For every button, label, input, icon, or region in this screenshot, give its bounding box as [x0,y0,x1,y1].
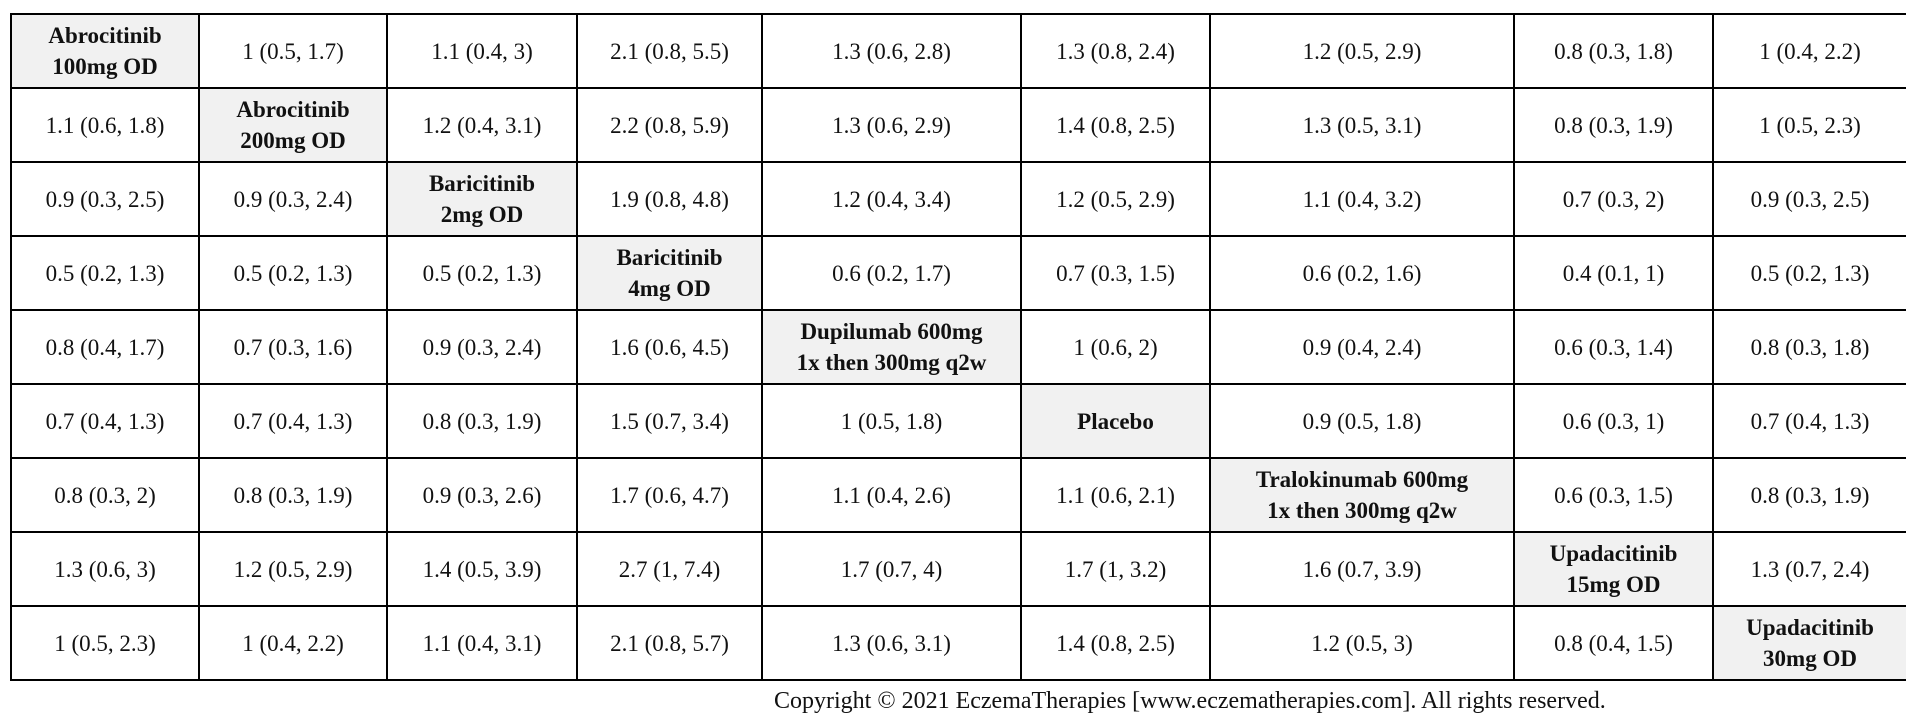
treatment-label-cell: Tralokinumab 600mg 1x then 300mg q2w [1209,457,1515,533]
comparison-cell: 1.1 (0.4, 2.6) [761,457,1022,533]
comparison-cell: 2.2 (0.8, 5.9) [576,87,763,163]
comparison-cell: 1.4 (0.8, 2.5) [1020,605,1211,681]
table-row: 0.8 (0.3, 2) 0.8 (0.3, 1.9) 0.9 (0.3, 2.6)… [10,457,1906,533]
treatment-label-cell: Baricitinib 2mg OD [386,161,578,237]
comparison-cell: 0.7 (0.4, 1.3) [10,383,200,459]
comparison-cell: 1.3 (0.5, 3.1) [1209,87,1515,163]
comparison-cell: 1.3 (0.6, 2.9) [761,87,1022,163]
comparison-cell: 0.8 (0.4, 1.7) [10,309,200,385]
comparison-cell: 2.1 (0.8, 5.7) [576,605,763,681]
comparison-cell: 0.7 (0.3, 1.6) [198,309,388,385]
comparison-cell: 1.5 (0.7, 3.4) [576,383,763,459]
comparison-cell: 1.2 (0.4, 3.4) [761,161,1022,237]
treatment-label-cell: Upadacitinib 15mg OD [1513,531,1714,607]
table-row: 0.7 (0.4, 1.3) 0.7 (0.4, 1.3) 0.8 (0.3, 1.… [10,383,1906,459]
comparison-cell: 1.3 (0.6, 3.1) [761,605,1022,681]
comparison-cell: 1.1 (0.4, 3.2) [1209,161,1515,237]
comparison-cell: 0.7 (0.3, 2) [1513,161,1714,237]
comparison-cell: 1.7 (0.7, 4) [761,531,1022,607]
comparison-cell: 1.7 (1, 3.2) [1020,531,1211,607]
comparison-cell: 2.7 (1, 7.4) [576,531,763,607]
treatment-label-cell: Placebo [1020,383,1211,459]
comparison-cell: 1.2 (0.5, 2.9) [1209,13,1515,89]
comparison-cell: 1.2 (0.5, 2.9) [1020,161,1211,237]
comparison-cell: 0.5 (0.2, 1.3) [386,235,578,311]
comparison-cell: 1.2 (0.5, 2.9) [198,531,388,607]
table-row: 1 (0.5, 2.3) 1 (0.4, 2.2) 1.1 (0.4, 3.1) 2.… [10,605,1906,681]
comparison-cell: 0.9 (0.4, 2.4) [1209,309,1515,385]
table-row: Abrocitinib 100mg OD 1 (0.5, 1.7) 1.1 (0.4… [10,13,1906,89]
comparison-cell: 1.1 (0.4, 3) [386,13,578,89]
comparison-cell: 1 (0.4, 2.2) [198,605,388,681]
table-body: Abrocitinib 100mg OD 1 (0.5, 1.7) 1.1 (0.4… [10,13,1906,681]
comparison-cell: 0.9 (0.3, 2.6) [386,457,578,533]
comparison-cell: 1 (0.5, 1.7) [198,13,388,89]
comparison-cell: 1.4 (0.8, 2.5) [1020,87,1211,163]
comparison-cell: 1.6 (0.6, 4.5) [576,309,763,385]
comparison-cell: 1 (0.4, 2.2) [1712,13,1906,89]
table-row: 0.5 (0.2, 1.3) 0.5 (0.2, 1.3) 0.5 (0.2, 1.… [10,235,1906,311]
comparison-cell: 0.5 (0.2, 1.3) [198,235,388,311]
comparison-cell: 0.8 (0.3, 1.9) [386,383,578,459]
table-row: 1.3 (0.6, 3) 1.2 (0.5, 2.9) 1.4 (0.5, 3.9)… [10,531,1906,607]
treatment-label-cell: Dupilumab 600mg 1x then 300mg q2w [761,309,1022,385]
comparison-cell: 0.6 (0.2, 1.6) [1209,235,1515,311]
table-row: 1.1 (0.6, 1.8) Abrocitinib 200mg OD 1.2 (0… [10,87,1906,163]
comparison-cell: 0.8 (0.3, 1.9) [1513,87,1714,163]
comparison-cell: 1 (0.6, 2) [1020,309,1211,385]
league-table: Abrocitinib 100mg OD 1 (0.5, 1.7) 1.1 (0.4… [10,13,1906,681]
comparison-cell: 1.2 (0.5, 3) [1209,605,1515,681]
comparison-cell: 0.6 (0.2, 1.7) [761,235,1022,311]
treatment-label-cell: Abrocitinib 200mg OD [198,87,388,163]
comparison-cell: 1.3 (0.6, 2.8) [761,13,1022,89]
comparison-cell: 1 (0.5, 1.8) [761,383,1022,459]
comparison-cell: 1.2 (0.4, 3.1) [386,87,578,163]
comparison-cell: 1 (0.5, 2.3) [1712,87,1906,163]
comparison-cell: 0.8 (0.4, 1.5) [1513,605,1714,681]
comparison-cell: 0.6 (0.3, 1.4) [1513,309,1714,385]
comparison-cell: 0.9 (0.3, 2.5) [1712,161,1906,237]
comparison-cell: 0.5 (0.2, 1.3) [1712,235,1906,311]
comparison-cell: 0.8 (0.3, 2) [10,457,200,533]
comparison-cell: 1.3 (0.6, 3) [10,531,200,607]
comparison-cell: 1 (0.5, 2.3) [10,605,200,681]
comparison-cell: 2.1 (0.8, 5.5) [576,13,763,89]
comparison-cell: 0.8 (0.3, 1.8) [1513,13,1714,89]
comparison-cell: 1.1 (0.6, 2.1) [1020,457,1211,533]
comparison-cell: 0.4 (0.1, 1) [1513,235,1714,311]
comparison-cell: 0.9 (0.3, 2.4) [198,161,388,237]
comparison-cell: 1.1 (0.6, 1.8) [10,87,200,163]
comparison-cell: 0.8 (0.3, 1.9) [198,457,388,533]
treatment-label-cell: Abrocitinib 100mg OD [10,13,200,89]
treatment-label-cell: Upadacitinib 30mg OD [1712,605,1906,681]
comparison-cell: 1.6 (0.7, 3.9) [1209,531,1515,607]
comparison-cell: 0.7 (0.3, 1.5) [1020,235,1211,311]
comparison-cell: 1.3 (0.8, 2.4) [1020,13,1211,89]
comparison-cell: 0.9 (0.3, 2.5) [10,161,200,237]
comparison-cell: 1.3 (0.7, 2.4) [1712,531,1906,607]
comparison-cell: 1.7 (0.6, 4.7) [576,457,763,533]
comparison-cell: 0.5 (0.2, 1.3) [10,235,200,311]
comparison-cell: 0.8 (0.3, 1.9) [1712,457,1906,533]
treatment-label-cell: Baricitinib 4mg OD [576,235,763,311]
comparison-cell: 0.9 (0.3, 2.4) [386,309,578,385]
comparison-cell: 0.7 (0.4, 1.3) [1712,383,1906,459]
comparison-cell: 0.6 (0.3, 1.5) [1513,457,1714,533]
comparison-cell: 0.6 (0.3, 1) [1513,383,1714,459]
table-row: 0.8 (0.4, 1.7) 0.7 (0.3, 1.6) 0.9 (0.3, 2.… [10,309,1906,385]
comparison-cell: 0.9 (0.5, 1.8) [1209,383,1515,459]
copyright-notice: Copyright © 2021 EczemaTherapies [www.ec… [774,688,1606,714]
comparison-cell: 0.8 (0.3, 1.8) [1712,309,1906,385]
table-row: 0.9 (0.3, 2.5) 0.9 (0.3, 2.4) Baricitinib … [10,161,1906,237]
comparison-cell: 1.4 (0.5, 3.9) [386,531,578,607]
comparison-cell: 1.1 (0.4, 3.1) [386,605,578,681]
comparison-cell: 0.7 (0.4, 1.3) [198,383,388,459]
comparison-cell: 1.9 (0.8, 4.8) [576,161,763,237]
